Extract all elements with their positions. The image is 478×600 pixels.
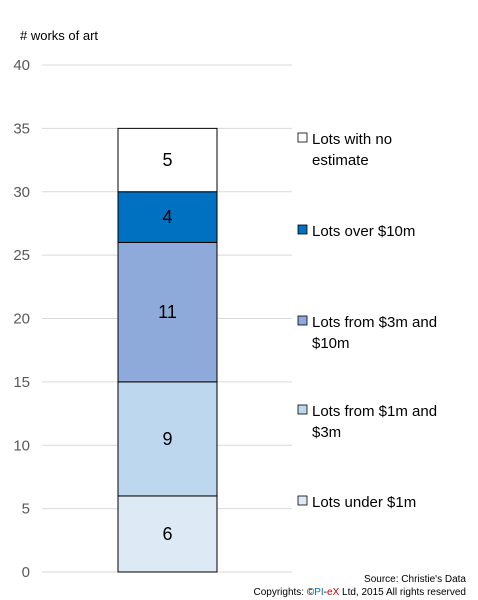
source-note: Source: Christie's Data [364,574,466,585]
y-tick-label: 40 [13,57,30,74]
legend-label: Lots over $10m [312,223,415,240]
legend-swatch [297,315,308,326]
bar-segment [117,191,218,243]
bar-segment [117,495,218,573]
legend-label: Lots with no [312,131,392,148]
y-tick-label: 0 [22,564,30,581]
legend-swatch [297,132,308,143]
bar-segment [117,241,218,383]
y-tick-label: 10 [13,437,30,454]
y-tick-label: 20 [13,311,30,328]
legend-swatch [297,404,308,415]
y-tick-label: 25 [13,247,30,264]
y-tick-label: 5 [22,501,30,518]
legend-label: estimate [312,152,369,169]
y-tick-label: 35 [13,120,30,137]
legend-swatch [297,495,308,506]
legend-item: Lots from $3m and $10m [297,314,437,352]
legend-item: Lots with no estimate [297,131,392,169]
y-axis-title: # works of art [20,28,98,43]
legend-label: $3m [312,424,341,441]
bar-segment-value-label: 4 [162,207,172,227]
bar-segment [117,381,218,497]
legend-label: Lots under $1m [312,494,416,511]
legend-item: Lots over $10m [297,223,415,240]
y-tick-label: 30 [13,184,30,201]
footer: Source: Christie's Data Copyrights: ©PI-… [253,574,466,598]
legend-label: Lots from $3m and [312,314,437,331]
copyright-note: Copyrights: ©PI-eX Ltd, 2015 All rights … [253,587,466,598]
bar-segment-value-label: 9 [162,429,172,449]
legend-label: $10m [312,335,350,352]
legend-swatch [297,224,308,235]
bar-segment-value-label: 11 [158,302,177,322]
y-tick-label: 15 [13,374,30,391]
bar-segment [117,127,218,193]
legend-item: Lots under $1m [297,494,416,511]
legend-label: Lots from $1m and [312,403,437,420]
bar-segments: 6 9 11 4 5 [117,127,218,573]
bar-segment-value-label: 5 [162,150,172,170]
legend-item: Lots from $1m and $3m [297,403,437,441]
bar-segment-value-label: 6 [162,524,172,544]
y-axis-ticks: 0 5 10 15 20 25 30 35 40 [13,57,30,581]
